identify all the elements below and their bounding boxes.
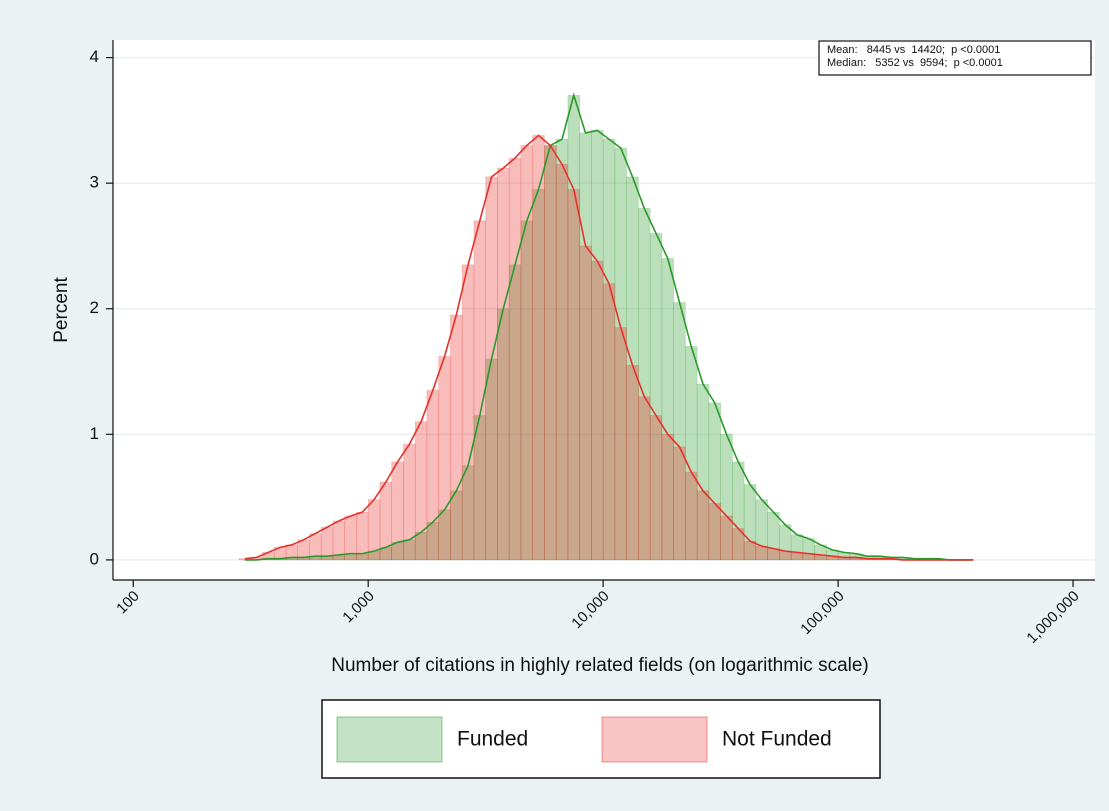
bar [685,471,698,561]
x-axis-label: Number of citations in highly related fi… [331,655,869,676]
y-tick-label: 1 [90,424,99,443]
bar [461,264,475,561]
annotation-frame [818,40,1092,76]
legend-label: Not Funded [722,728,832,751]
bar [638,396,651,561]
bar [450,314,463,561]
annotation: Median: 5352 vs 9594; p <0.0001 [827,57,1003,69]
series-outline [244,92,974,561]
bar [649,415,663,561]
y-tick-label: 4 [90,47,99,66]
bar [567,189,580,561]
legend-label: Funded [457,728,528,751]
bar [696,490,710,561]
y-tick-label: 0 [90,549,99,568]
y-axis-label: Percent [51,277,72,343]
y-tick-label: 3 [90,173,99,192]
bar [720,515,733,561]
legend-swatch [336,716,443,763]
bar [555,164,569,561]
bar [743,540,757,561]
bar [673,446,686,561]
plot-area [113,40,1095,580]
bar [403,444,416,561]
bar [508,157,522,561]
bar [779,550,792,561]
bar [426,390,439,561]
bar [591,260,604,561]
bar [438,356,451,561]
bar [485,176,498,561]
bar [391,461,404,561]
bar [708,503,721,561]
bar [544,145,557,561]
bar [626,364,639,561]
bar [497,167,510,561]
bar [602,283,616,561]
legend-swatch [601,716,708,763]
annotation: Mean: 8445 vs 14420; p <0.0001 [827,44,1000,56]
series-bars [238,135,898,561]
bar [755,545,768,561]
legend [321,699,881,779]
bar [414,421,428,561]
y-tick-label: 2 [90,298,99,317]
bar [614,327,627,561]
series-bars [262,94,945,561]
bar [473,220,486,561]
bar [661,434,674,561]
series-outline [244,134,974,561]
bar [579,245,592,561]
